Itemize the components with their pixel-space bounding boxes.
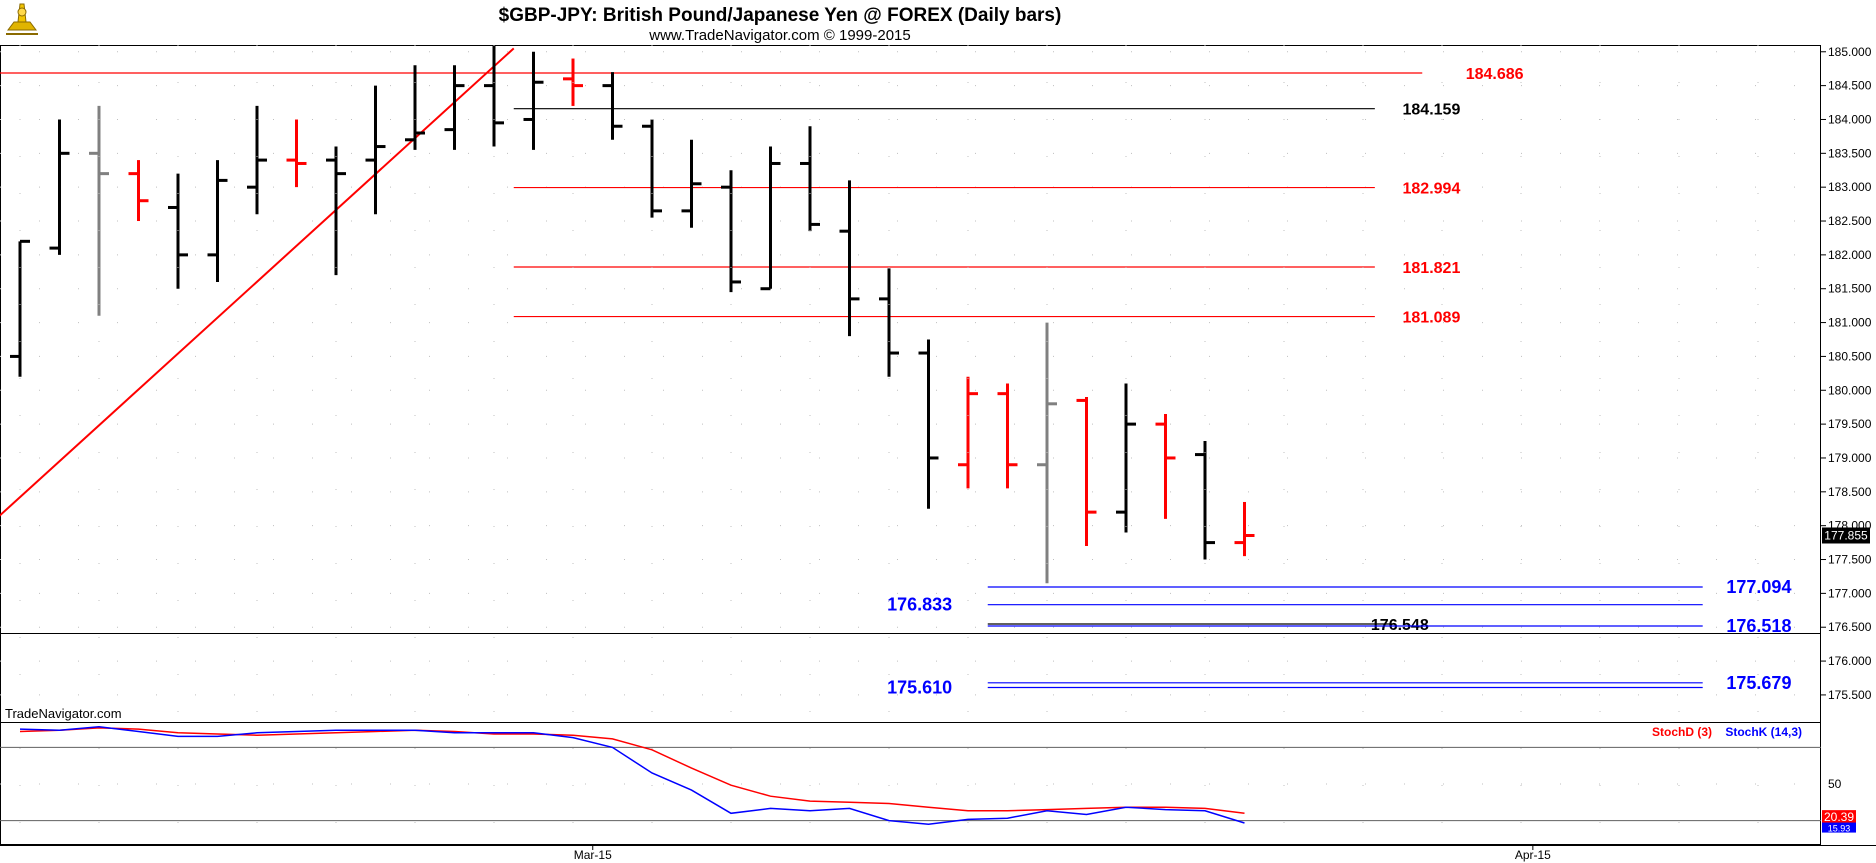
price-tick-label: 181.500 — [1828, 282, 1872, 296]
time-axis: Mar-15 Apr-15 — [574, 845, 1551, 862]
level-label: 175.679 — [1726, 673, 1791, 693]
ohlc-bar — [800, 126, 820, 232]
price-tick-label: 184.000 — [1828, 112, 1872, 126]
level-label: 181.089 — [1403, 310, 1461, 327]
chart-title: $GBP-JPY: British Pound/Japanese Yen @ F… — [499, 5, 1062, 26]
level-label: 175.610 — [887, 677, 952, 697]
level-label: 182.994 — [1403, 181, 1461, 198]
ohlc-bar — [405, 65, 425, 150]
level-label: 181.821 — [1403, 260, 1461, 277]
level-label: 176.833 — [887, 595, 952, 615]
price-panel-frame — [0, 45, 1821, 723]
stoch-tick-label: 50 — [1828, 777, 1842, 791]
chart-subtitle: www.TradeNavigator.com © 1999-2015 — [648, 27, 910, 44]
level-label: 184.159 — [1403, 102, 1461, 119]
stoch-d-last-label: 20.39 — [1824, 810, 1854, 824]
trade-navigator-logo-icon[interactable] — [6, 3, 38, 35]
last-price-marker: 177.855 — [1822, 527, 1870, 544]
level-label: 177.094 — [1726, 577, 1791, 597]
ohlc-bar — [128, 160, 149, 222]
ohlc-bar — [168, 173, 188, 289]
stochastic-legend: StochD (3) StochK (14,3) — [1652, 725, 1802, 739]
price-levels: 184.686 184.159 182.994 181.821 181.089 177.0… — [0, 66, 1791, 697]
stochastic-grid: 50 — [0, 45, 1842, 845]
level-label: 184.686 — [1466, 66, 1524, 83]
ohlc-bar — [642, 119, 662, 218]
ohlc-bar — [49, 119, 70, 255]
ohlc-bar — [523, 51, 544, 150]
time-tick-label: Mar-15 — [574, 848, 612, 862]
ohlc-bar — [1195, 441, 1215, 560]
ohlc-bar — [89, 105, 109, 316]
stoch-series-d — [19, 727, 1245, 815]
price-tick-label: 180.000 — [1828, 383, 1872, 397]
price-tick-label: 184.500 — [1828, 79, 1872, 93]
trend-line-segment — [0, 47, 515, 517]
ohlc-bar — [207, 160, 228, 282]
last-price-label: 177.855 — [1824, 528, 1868, 542]
ohlc-bar — [721, 170, 741, 293]
legend-stoch-k: StochK (14,3) — [1725, 725, 1802, 739]
stoch-d-last-box — [1822, 810, 1856, 825]
ohlc-bar — [1116, 383, 1136, 533]
price-tick-label: 175.500 — [1828, 688, 1872, 702]
price-tick-label: 177.500 — [1828, 553, 1872, 567]
last-price-box — [1822, 527, 1870, 544]
price-tick-label: 183.500 — [1828, 146, 1872, 160]
price-tick-label: 185.000 — [1828, 45, 1872, 59]
ohlc-bar — [365, 85, 386, 215]
ohlc-bar — [958, 376, 978, 489]
ohlc-bar — [602, 72, 623, 140]
ohlc-bar — [839, 180, 860, 337]
legend-stoch-d: StochD (3) — [1652, 725, 1712, 739]
stoch-series-k — [19, 725, 1245, 826]
ohlc-bar — [997, 383, 1018, 489]
price-tick-label: 178.500 — [1828, 485, 1872, 499]
price-tick-label: 182.000 — [1828, 248, 1872, 262]
level-label: 176.518 — [1726, 616, 1791, 636]
ohlc-bar — [247, 105, 267, 215]
price-tick-label: 181.000 — [1828, 316, 1872, 330]
price-tick-label: 183.000 — [1828, 180, 1872, 194]
price-tick-label: 177.000 — [1828, 586, 1872, 600]
price-tick-label: 179.500 — [1828, 417, 1872, 431]
price-tick-label: 179.000 — [1828, 451, 1872, 465]
ohlc-bar — [760, 146, 781, 291]
ohlc-bar — [1076, 397, 1097, 546]
price-tick-label: 182.500 — [1828, 214, 1872, 228]
watermark-label: TradeNavigator.com — [5, 706, 122, 721]
price-tick-label: 176.000 — [1828, 654, 1872, 668]
ohlc-bar — [1155, 413, 1176, 519]
ohlc-bars — [10, 45, 1255, 584]
ohlc-bar — [444, 65, 465, 150]
ohlc-bar — [879, 268, 899, 377]
stoch-k-last-label: 15.93 — [1828, 824, 1851, 834]
ohlc-bar — [326, 146, 346, 276]
ohlc-bar — [918, 339, 939, 509]
time-tick-label: Apr-15 — [1515, 848, 1551, 862]
ohlc-bar — [681, 139, 702, 228]
ohlc-bar — [1234, 501, 1255, 557]
price-tick-label: 176.500 — [1828, 620, 1872, 634]
ohlc-bar — [286, 119, 307, 188]
ohlc-bar — [484, 45, 504, 147]
trend-line — [0, 47, 515, 517]
price-y-axis: 175.500176.000176.500177.000177.500178.0… — [1821, 45, 1872, 702]
price-tick-label: 180.500 — [1828, 349, 1872, 363]
stoch-k-last-box — [1822, 822, 1856, 833]
ohlc-bar — [10, 239, 30, 377]
